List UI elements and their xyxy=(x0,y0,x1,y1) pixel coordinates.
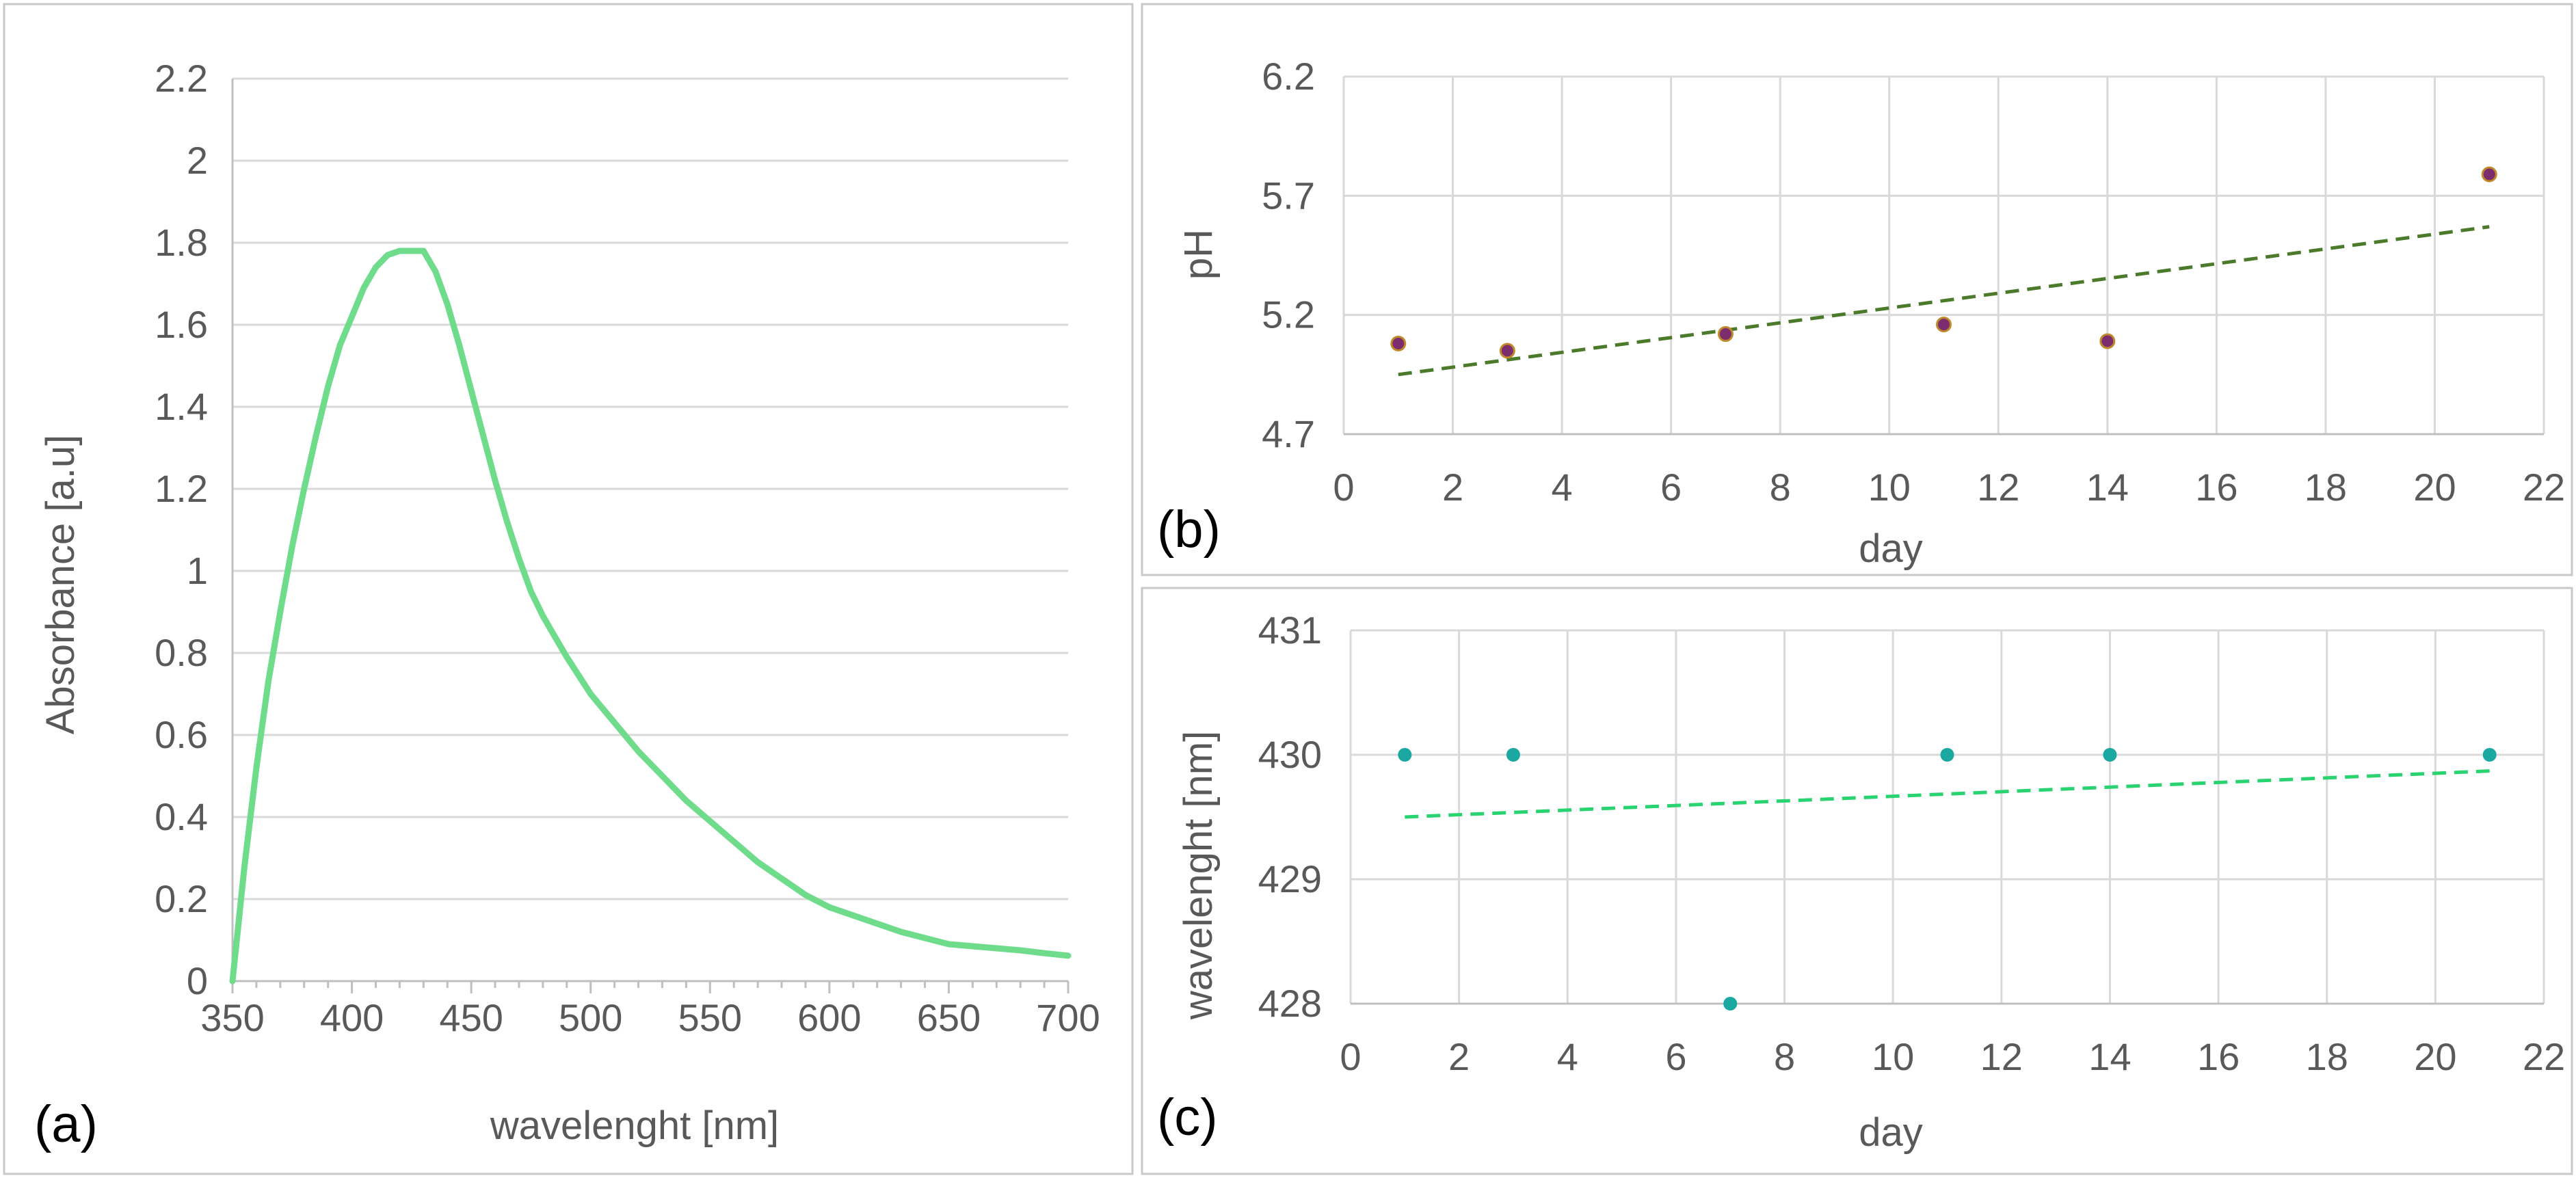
panel-c-x-tick-label: 14 xyxy=(2088,1035,2131,1078)
panel-b-x-tick-label: 4 xyxy=(1552,466,1573,509)
panel-a-x-tick-label: 700 xyxy=(1036,996,1100,1039)
panel-c-x-axis-title: day xyxy=(1859,1110,1923,1155)
panel-a-y-tick-label: 1.4 xyxy=(155,385,208,428)
panel-a-tick-labels: 0 0.2 0.4 0.6 0.8 1 1.2 1.4 1.6 1.8 2 2.2 350 400 450 5… xyxy=(155,57,1100,1039)
ph-data-point xyxy=(2481,166,2497,183)
panel-a-x-tick-label: 350 xyxy=(200,996,264,1039)
panel-a-x-tick-label: 450 xyxy=(439,996,503,1039)
panel-b-marks xyxy=(1390,166,2497,377)
wavelength-data-point xyxy=(1940,748,1954,762)
panel-a-x-tick-label: 400 xyxy=(320,996,384,1039)
panel-a-x-tick-label: 500 xyxy=(559,996,622,1039)
panel-c-x-tick-label: 0 xyxy=(1340,1035,1361,1078)
panel-a-x-tick-label: 550 xyxy=(678,996,742,1039)
panel-c-x-tick-label: 18 xyxy=(2306,1035,2348,1078)
panel-c-y-tick-label: 430 xyxy=(1258,733,1322,776)
panel-a-y-tick-label: 0.8 xyxy=(155,631,208,674)
wavelength-data-point xyxy=(1723,997,1738,1010)
panel-a-axes xyxy=(231,79,1070,993)
panel-a-y-tick-label: 0.2 xyxy=(155,877,208,920)
panel-c-letter: (c) xyxy=(1157,1088,1218,1147)
panel-a-y-tick-label: 2 xyxy=(187,139,208,182)
panel-b-trendline xyxy=(1398,225,2490,377)
wavelength-data-point xyxy=(2103,748,2117,762)
panel-a-y-axis-title: Absorbance [a.u] xyxy=(38,435,83,735)
panel-c-x-tick-label: 22 xyxy=(2523,1035,2565,1078)
panel-c-x-tick-label: 4 xyxy=(1557,1035,1578,1078)
panel-b-y-tick-label: 5.2 xyxy=(1262,293,1315,336)
panel-a-y-tick-label: 1.6 xyxy=(155,303,208,346)
wavelength-data-point xyxy=(2482,748,2497,762)
panel-a-y-tick-label: 1 xyxy=(187,549,208,592)
panel-b-x-tick-label: 0 xyxy=(1333,466,1354,509)
ph-data-point xyxy=(1390,336,1407,352)
panel-c-x-tick-label: 12 xyxy=(1980,1035,2023,1078)
panel-b-x-tick-label: 2 xyxy=(1442,466,1463,509)
panel-a-y-tick-label: 0 xyxy=(187,959,208,1002)
panel-b-x-tick-label: 10 xyxy=(1868,466,1911,509)
panel-c-trendline xyxy=(1405,769,2490,819)
panel-c-y-tick-label: 428 xyxy=(1258,982,1322,1025)
panel-b-y-tick-label: 6.2 xyxy=(1262,55,1315,98)
panel-a-x-tick-label: 650 xyxy=(917,996,981,1039)
panel-b-y-axis-title: pH xyxy=(1176,229,1221,280)
panel-a-marks xyxy=(229,247,1072,985)
panel-a: 0 0.2 0.4 0.6 0.8 1 1.2 1.4 1.6 1.8 2 2.2 350 400 450 5… xyxy=(34,57,1100,1153)
panel-c-marks xyxy=(1398,748,2497,1010)
panel-b-frame xyxy=(1141,3,2573,576)
panel-a-y-tick-label: 1.2 xyxy=(155,467,208,510)
panel-b-y-tick-label: 5.7 xyxy=(1262,174,1315,217)
ph-data-point xyxy=(1499,343,1515,359)
panel-b-x-tick-label: 14 xyxy=(2086,466,2129,509)
panel-b-x-axis-title: day xyxy=(1859,526,1923,571)
panel-a-y-tick-label: 0.4 xyxy=(155,795,208,838)
panel-b-tick-labels: 4.7 5.2 5.7 6.2 0 2 4 6 8 10 12 14 16 18 20 22 xyxy=(1262,55,2565,509)
panel-b-x-tick-label: 6 xyxy=(1660,466,1682,509)
panel-a-frame xyxy=(3,3,1134,1175)
panel-c-tick-labels: 428 429 430 431 0 2 4 6 8 10 12 14 16 18 20 22 xyxy=(1258,608,2566,1078)
ph-data-point xyxy=(1717,326,1734,343)
panel-c-y-tick-label: 429 xyxy=(1258,857,1322,900)
panel-a-y-tick-label: 2.2 xyxy=(155,57,208,100)
panel-a-x-axis-title: wavelenght [nm] xyxy=(490,1103,779,1148)
panel-c-x-tick-label: 2 xyxy=(1448,1035,1470,1078)
panel-c-x-tick-label: 8 xyxy=(1774,1035,1795,1078)
panel-b-x-tick-label: 18 xyxy=(2305,466,2347,509)
panel-b-x-tick-label: 8 xyxy=(1770,466,1791,509)
panel-b-grid xyxy=(1342,75,2545,436)
wavelength-data-point xyxy=(1506,748,1520,762)
wavelength-data-point xyxy=(1398,748,1412,762)
panel-b: 4.7 5.2 5.7 6.2 0 2 4 6 8 10 12 14 16 18 20 22 day pH (… xyxy=(1157,55,2565,571)
panel-a-y-tick-label: 0.6 xyxy=(155,713,208,756)
panel-b-y-tick-label: 4.7 xyxy=(1262,412,1315,455)
panel-a-y-tick-label: 1.8 xyxy=(155,221,208,264)
panel-b-letter: (b) xyxy=(1157,500,1221,559)
spectrum-line xyxy=(229,247,1072,985)
panel-b-x-tick-label: 16 xyxy=(2195,466,2238,509)
panel-c-y-axis-title: wavelenght [nm] xyxy=(1176,731,1221,1020)
panel-c-y-tick-label: 431 xyxy=(1258,608,1322,652)
panel-c-x-tick-label: 16 xyxy=(2197,1035,2240,1078)
panel-c: 428 429 430 431 0 2 4 6 8 10 12 14 16 18 20 22 day wave… xyxy=(1157,608,2565,1155)
panel-b-x-tick-label: 12 xyxy=(1977,466,2019,509)
panel-c-x-tick-label: 20 xyxy=(2414,1035,2456,1078)
panel-a-x-tick-label: 600 xyxy=(797,996,861,1039)
panel-c-x-tick-label: 10 xyxy=(1872,1035,1914,1078)
ph-data-point xyxy=(1936,317,1952,333)
panel-a-letter: (a) xyxy=(34,1095,98,1153)
panel-b-x-tick-label: 20 xyxy=(2413,466,2456,509)
panel-b-x-tick-label: 22 xyxy=(2523,466,2565,509)
panel-c-frame xyxy=(1141,587,2573,1175)
ph-data-point xyxy=(2099,333,2116,349)
panel-c-x-tick-label: 6 xyxy=(1665,1035,1686,1078)
